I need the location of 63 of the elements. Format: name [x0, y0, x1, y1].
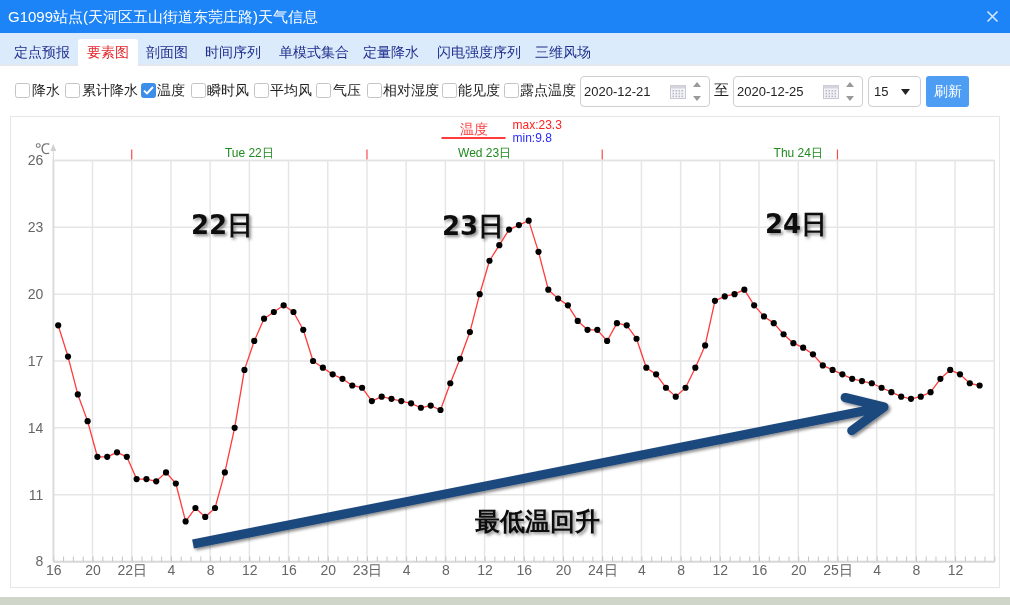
text: 温度 [459, 121, 488, 137]
button: 刷新 [926, 76, 969, 107]
dropdown: 15 [868, 76, 921, 107]
annotation: 24日 [764, 209, 828, 239]
annotation: 23日 [441, 211, 505, 241]
text: max:23.3 [512, 118, 563, 132]
x-tick-label: 16 [46, 562, 62, 579]
x-tick-label: 12 [947, 562, 964, 579]
x-tick-label: 12 [712, 562, 729, 579]
y-tick-label: 23 [27, 219, 44, 236]
text: 平均风 [270, 81, 312, 99]
text: 温度 [157, 81, 185, 99]
y-tick-label: 20 [27, 286, 44, 303]
x-tick-label: 16 [281, 562, 298, 579]
x-tick-label: 23日 [352, 562, 383, 579]
text: 单模式集合 [279, 43, 349, 62]
x-tick-label: 20 [85, 562, 102, 579]
x2-tick-label: Thu 24日 [773, 145, 823, 160]
x-tick-label: 12 [477, 562, 494, 579]
text: 至 [714, 81, 729, 99]
x-tick-label: 20 [320, 562, 337, 579]
date-field: 2020-12-25 [733, 76, 863, 107]
x-tick-label: 4 [402, 562, 411, 579]
y-tick-label: 17 [27, 352, 44, 369]
x2-tick-label: Tue 22日 [224, 145, 274, 160]
y-tick-label: 14 [27, 419, 44, 436]
x-tick-label: 16 [516, 562, 533, 579]
x-tick-label: 20 [790, 562, 807, 579]
x-tick-label: 8 [206, 562, 215, 579]
text: 能见度 [458, 81, 500, 99]
tab: 要素图 [78, 39, 138, 68]
x-tick-label: 16 [751, 562, 768, 579]
chart-title: G1099站点(天河区五山街道东莞庄路)天气信息 [8, 7, 319, 26]
text: 瞬时风 [207, 81, 249, 99]
y-tick-label: 11 [28, 486, 44, 503]
x-tick-label: 8 [912, 562, 921, 579]
y-tick-label: 26 [27, 152, 44, 169]
x-tick-label: 25日 [823, 562, 853, 579]
x-tick-label: 8 [677, 562, 686, 579]
text: 累计降水 [82, 81, 138, 99]
text: 三维风场 [535, 43, 591, 62]
x-tick-label: 20 [555, 562, 572, 579]
date-field: 2020-12-21 [580, 76, 710, 107]
annotation: 22日 [190, 210, 254, 240]
text: min:9.8 [512, 131, 553, 145]
x-tick-label: 24日 [587, 562, 618, 579]
x-tick-label: 22日 [117, 562, 148, 579]
text: 时间序列 [205, 43, 261, 62]
x-tick-label: 4 [873, 562, 882, 579]
x2-tick-label: Wed 23日 [458, 145, 512, 160]
text: 定量降水 [363, 43, 419, 62]
annotation: 最低温回升 [473, 506, 600, 536]
x-tick-label: 4 [167, 562, 176, 579]
text: 闪电强度序列 [437, 43, 521, 62]
text: 剖面图 [146, 43, 188, 62]
text: 定点预报 [14, 43, 70, 62]
text: 露点温度 [520, 81, 576, 99]
x-tick-label: 12 [242, 562, 258, 579]
text: 相对湿度 [383, 81, 439, 99]
text: 气压 [333, 81, 361, 99]
text: 降水 [32, 81, 60, 99]
x-tick-label: 8 [441, 562, 450, 579]
x-tick-label: 4 [638, 562, 647, 579]
